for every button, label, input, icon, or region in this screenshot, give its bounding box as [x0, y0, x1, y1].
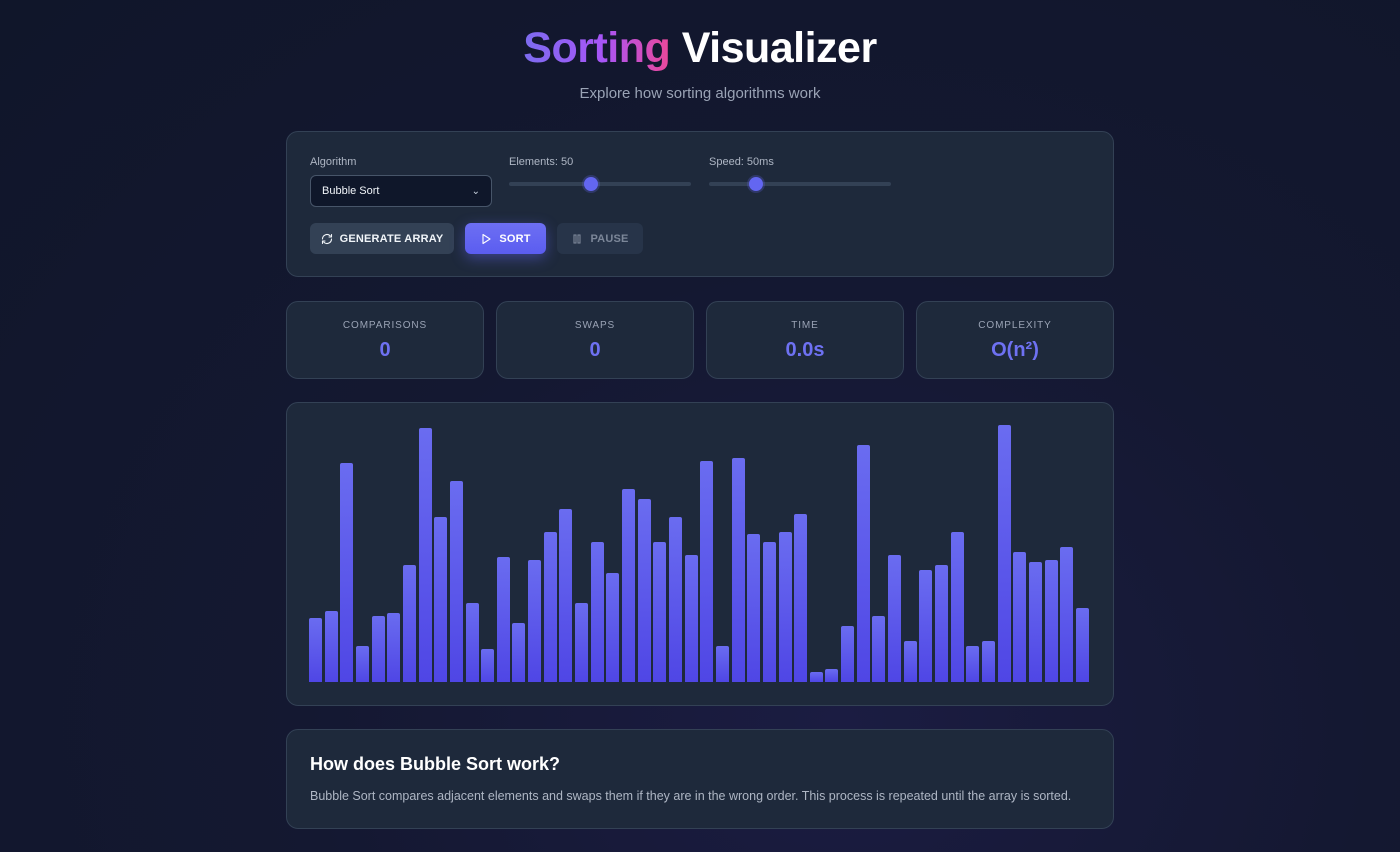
speed-group: Speed: 50ms [709, 156, 891, 191]
algorithm-label: Algorithm [310, 156, 357, 168]
visualizer-panel [286, 402, 1114, 706]
chevron-down-icon: ⌄ [471, 185, 480, 197]
pause-icon [573, 233, 582, 244]
array-bar [449, 480, 463, 682]
pause-label: PAUSE [590, 232, 629, 245]
stat-value: 0 [379, 339, 391, 361]
page-header: Sorting Visualizer Explore how sorting a… [0, 0, 1400, 102]
elements-slider-thumb[interactable] [583, 177, 598, 191]
array-bar [402, 564, 416, 682]
array-bar [590, 542, 604, 682]
bar-chart [309, 425, 1091, 682]
stat-value: 0.0s [785, 339, 825, 361]
title-accent: Sorting [523, 24, 671, 72]
array-bar [950, 531, 964, 682]
stat-label: COMPARISONS [342, 320, 428, 331]
array-bar [935, 564, 948, 682]
stat-label: TIME [791, 320, 819, 331]
array-bar [919, 570, 933, 682]
array-bar [324, 610, 338, 682]
stat-time: TIME 0.0s [706, 301, 904, 379]
page-title: Sorting Visualizer [0, 26, 1400, 70]
algorithm-selected-value: Bubble Sort [322, 185, 380, 197]
array-bar [481, 648, 495, 682]
stat-value: 0 [589, 339, 601, 361]
array-bar [1013, 552, 1027, 682]
pause-button[interactable]: PAUSE [557, 223, 643, 254]
elements-label: Elements: 50 [509, 156, 574, 168]
speed-label: Speed: 50ms [709, 156, 774, 168]
array-bar [872, 615, 886, 682]
controls-panel: Algorithm Bubble Sort ⌄ Elements: 50 Spe… [286, 131, 1114, 277]
array-bar [387, 613, 401, 682]
array-bar [747, 534, 761, 682]
array-bar [762, 542, 776, 682]
array-bar [700, 460, 714, 682]
array-bar [606, 572, 620, 682]
refresh-icon [321, 233, 332, 244]
array-bar [543, 531, 557, 682]
algorithm-select[interactable]: Bubble Sort ⌄ [310, 175, 492, 207]
array-bar [668, 516, 682, 682]
stat-value: O(n²) [991, 339, 1039, 361]
array-bar [340, 463, 354, 682]
array-bar [731, 458, 745, 682]
array-bar [496, 557, 510, 682]
array-bar [653, 542, 667, 682]
array-bar [715, 646, 729, 682]
array-bar [465, 603, 479, 682]
speed-slider[interactable] [709, 177, 891, 191]
array-bar [434, 516, 448, 682]
algorithm-info-panel: How does Bubble Sort work? Bubble Sort c… [286, 729, 1114, 829]
speed-slider-thumb[interactable] [749, 177, 764, 191]
info-text: Bubble Sort compares adjacent elements a… [310, 789, 1072, 803]
stat-label: COMPLEXITY [978, 320, 1052, 331]
array-bar [1028, 562, 1042, 682]
array-bar [841, 626, 855, 682]
info-title: How does Bubble Sort work? [310, 754, 561, 774]
sort-label: SORT [499, 232, 531, 245]
generate-array-label: GENERATE ARRAY [339, 232, 444, 245]
elements-group: Elements: 50 [509, 156, 691, 191]
algorithm-group: Algorithm Bubble Sort ⌄ [310, 156, 492, 207]
speed-slider-track[interactable] [709, 182, 891, 186]
array-bar [684, 554, 698, 682]
elements-slider[interactable] [509, 177, 691, 191]
array-bar [778, 531, 792, 682]
array-bar [371, 615, 385, 682]
array-bar [1075, 608, 1089, 682]
array-bar [575, 603, 589, 682]
array-bar [794, 514, 808, 682]
array-bar [809, 671, 823, 682]
array-bar [856, 445, 870, 682]
array-bar [309, 618, 322, 682]
stat-label: SWAPS [574, 320, 616, 331]
array-bar [888, 554, 902, 682]
array-bar [981, 641, 995, 682]
stat-comparisons: COMPARISONS 0 [286, 301, 484, 379]
sort-button[interactable]: SORT [465, 223, 546, 254]
array-bar [355, 646, 369, 682]
array-bar [418, 427, 432, 682]
array-bar [966, 646, 980, 682]
array-bar [622, 488, 635, 682]
array-bar [512, 623, 526, 682]
stat-complexity: COMPLEXITY O(n²) [916, 301, 1114, 379]
play-icon [482, 233, 491, 244]
elements-slider-track[interactable] [509, 182, 691, 186]
array-bar [903, 641, 917, 682]
array-bar [528, 559, 542, 682]
generate-array-button[interactable]: GENERATE ARRAY [310, 223, 454, 254]
title-rest: Visualizer [681, 24, 878, 72]
stat-swaps: SWAPS 0 [496, 301, 694, 379]
array-bar [825, 669, 839, 682]
array-bar [1060, 547, 1074, 682]
page-subtitle: Explore how sorting algorithms work [579, 85, 821, 102]
array-bar [997, 425, 1011, 682]
array-bar [559, 508, 573, 682]
array-bar [1044, 559, 1058, 682]
array-bar [637, 498, 651, 682]
